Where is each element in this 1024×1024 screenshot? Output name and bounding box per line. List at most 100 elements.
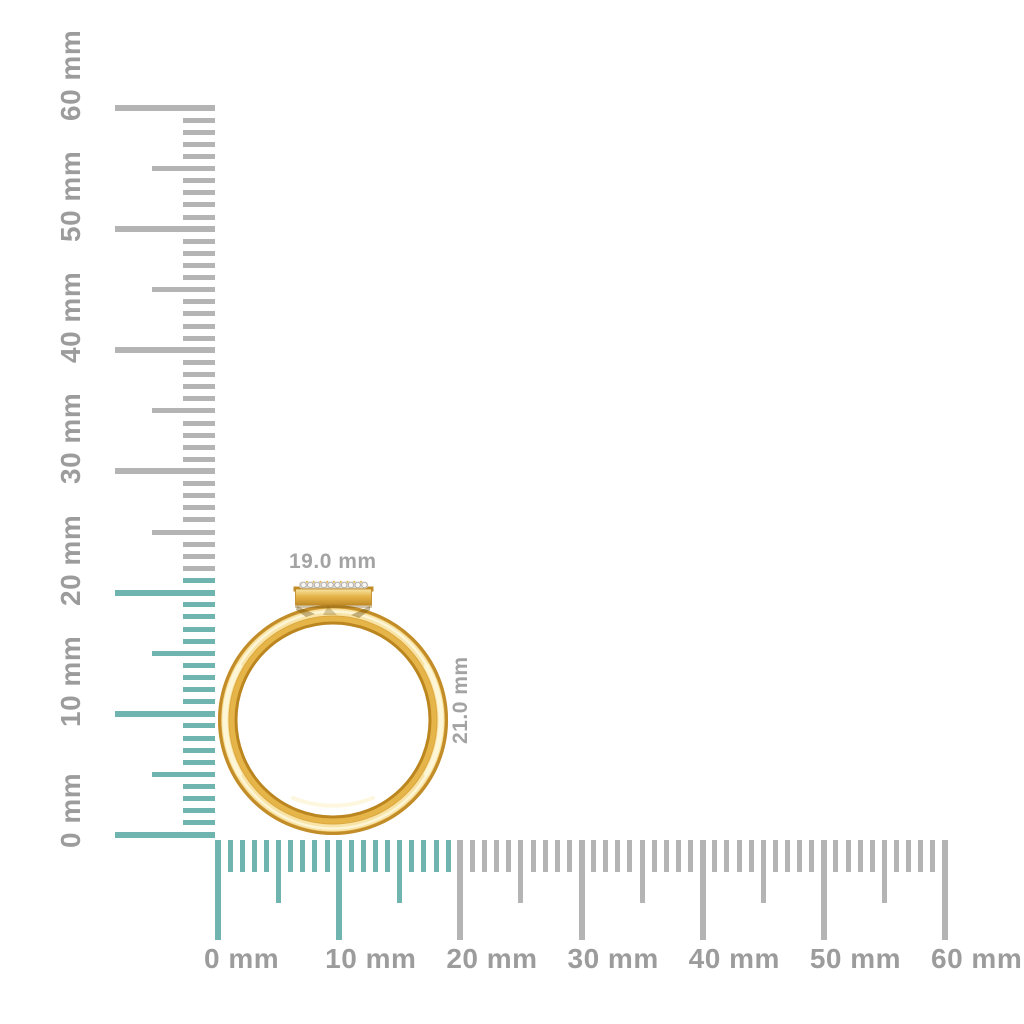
vertical-ruler-tick-56mm (183, 153, 215, 159)
vertical-ruler-tick-38mm (183, 372, 215, 378)
vertical-ruler-tick-5mm (152, 771, 215, 777)
diamond-stone (300, 581, 307, 589)
vertical-ruler-tick-16mm (183, 638, 215, 644)
vertical-ruler-tick-43mm (183, 311, 215, 317)
vertical-ruler-tick-2mm (183, 808, 215, 814)
diamond-stone (314, 581, 321, 589)
diamond-stone (320, 581, 327, 589)
prong-dot (326, 580, 329, 583)
horizontal-ruler-tick-60mm (942, 840, 948, 940)
vertical-ruler-tick-25mm (152, 529, 215, 535)
vertical-ruler-tick-34mm (183, 420, 215, 426)
horizontal-ruler-tick-5mm (276, 840, 282, 903)
horizontal-ruler-tick-18mm (433, 840, 439, 872)
vertical-ruler-tick-26mm (183, 517, 215, 523)
horizontal-ruler-label-0mm: 0 mm (204, 943, 280, 974)
horizontal-ruler-tick-46mm (772, 840, 778, 872)
horizontal-ruler-tick-32mm (603, 840, 609, 872)
vertical-ruler-tick-48mm (183, 250, 215, 256)
vertical-ruler-tick-37mm (183, 384, 215, 390)
diamond-stone (334, 581, 341, 589)
horizontal-ruler-tick-48mm (797, 840, 803, 872)
vertical-ruler-tick-31mm (183, 456, 215, 462)
vertical-ruler-tick-21mm (183, 578, 215, 584)
horizontal-ruler-tick-51mm (833, 840, 839, 872)
diamond-stone (327, 581, 334, 589)
horizontal-ruler-tick-23mm (494, 840, 500, 872)
vertical-ruler-tick-54mm (183, 178, 215, 184)
horizontal-ruler-label-30mm: 30 mm (567, 943, 659, 974)
horizontal-ruler-tick-0mm (215, 840, 221, 940)
horizontal-ruler-tick-21mm (469, 840, 475, 872)
prong-dot (305, 580, 308, 583)
vertical-ruler-tick-9mm (183, 723, 215, 729)
horizontal-ruler-tick-8mm (312, 840, 318, 872)
vertical-ruler-tick-55mm (152, 166, 215, 172)
diamond-row (300, 580, 368, 589)
horizontal-ruler-tick-16mm (409, 840, 415, 872)
vertical-ruler-tick-18mm (183, 614, 215, 620)
prong-dot (333, 580, 335, 583)
horizontal-ruler-tick-45mm (760, 840, 766, 903)
diamond-stone (307, 581, 314, 589)
vertical-ruler-tick-7mm (183, 747, 215, 753)
horizontal-ruler-label-60mm: 60 mm (931, 943, 1023, 974)
vertical-ruler-tick-20mm (115, 589, 215, 596)
horizontal-ruler-label-10mm: 10 mm (325, 943, 417, 974)
vertical-ruler-tick-47mm (183, 263, 215, 268)
vertical-ruler-tick-14mm (183, 662, 215, 668)
ring-width-dimension-label: 19.0 mm (289, 550, 377, 573)
horizontal-ruler-tick-38mm (675, 840, 681, 872)
vertical-ruler-tick-28mm (183, 493, 215, 499)
vertical-ruler-tick-19mm (183, 602, 215, 608)
vertical-ruler-tick-40mm (115, 347, 215, 354)
band-highlight-bottom (291, 796, 375, 808)
vertical-ruler-tick-15mm (152, 650, 215, 656)
horizontal-ruler-tick-31mm (591, 840, 597, 872)
horizontal-ruler-tick-7mm (300, 840, 306, 872)
horizontal-ruler-tick-17mm (421, 840, 427, 872)
vertical-ruler-tick-22mm (183, 565, 215, 571)
horizontal-ruler-tick-56mm (894, 840, 900, 872)
horizontal-ruler-tick-10mm (336, 840, 343, 940)
horizontal-ruler-tick-53mm (857, 840, 863, 872)
horizontal-ruler-tick-11mm (348, 840, 354, 872)
horizontal-ruler-tick-25mm (518, 840, 524, 903)
horizontal-ruler-tick-28mm (554, 840, 560, 872)
vertical-ruler-tick-0mm (115, 832, 215, 838)
vertical-ruler-tick-53mm (183, 190, 215, 196)
prong-dot (346, 580, 349, 583)
horizontal-ruler-tick-12mm (360, 840, 366, 872)
diamond-stone (341, 581, 348, 589)
vertical-ruler-tick-45mm (152, 287, 215, 293)
vertical-ruler-tick-1mm (183, 820, 215, 826)
vertical-ruler-tick-6mm (183, 759, 215, 765)
prong-dot (312, 580, 315, 583)
horizontal-ruler-tick-37mm (663, 840, 669, 872)
horizontal-ruler-tick-22mm (482, 840, 488, 872)
horizontal-ruler-tick-34mm (627, 840, 633, 872)
horizontal-ruler-tick-26mm (530, 840, 536, 872)
vertical-ruler-tick-44mm (183, 299, 215, 305)
horizontal-ruler-label-20mm: 20 mm (446, 943, 538, 974)
horizontal-ruler-tick-57mm (906, 840, 912, 872)
horizontal-ruler-tick-44mm (748, 840, 754, 872)
ring-band (218, 605, 448, 835)
horizontal-ruler-tick-43mm (736, 840, 742, 872)
vertical-ruler-tick-46mm (183, 275, 215, 281)
diamond-stone (361, 581, 368, 589)
horizontal-ruler-label-50mm: 50 mm (809, 943, 902, 974)
horizontal-ruler-tick-24mm (506, 840, 512, 872)
vertical-ruler-tick-52mm (183, 202, 215, 208)
horizontal-ruler-tick-13mm (373, 840, 379, 872)
vertical-ruler-tick-58mm (183, 129, 215, 135)
ring-height-dimension-label: 21.0 mm (449, 656, 472, 744)
horizontal-ruler-tick-20mm (457, 840, 464, 940)
vertical-ruler-tick-12mm (183, 687, 215, 693)
prong-dot (339, 580, 342, 583)
horizontal-ruler-tick-39mm (688, 840, 694, 872)
vertical-ruler-tick-13mm (183, 674, 215, 680)
horizontal-ruler-label-40mm: 40 mm (688, 943, 780, 974)
